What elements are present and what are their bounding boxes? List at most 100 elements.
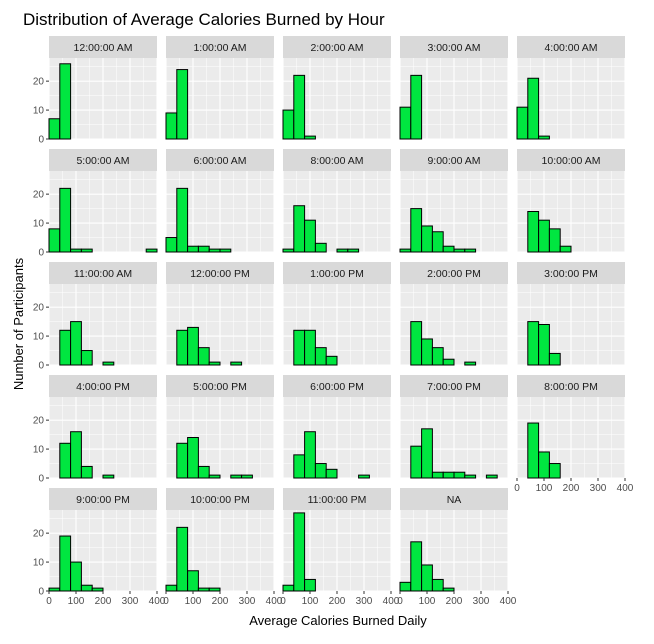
- histogram-bar: [102, 474, 115, 479]
- histogram-bar: [187, 245, 199, 253]
- x-tick-label: 200: [95, 596, 112, 607]
- histogram-bar: [399, 248, 412, 253]
- histogram-bar: [80, 248, 93, 253]
- histogram-bar: [230, 474, 243, 479]
- histogram-bar: [431, 231, 444, 253]
- histogram-bar: [431, 471, 444, 479]
- x-tick-label: 100: [302, 596, 319, 607]
- histogram-bar: [410, 74, 423, 140]
- histogram-bar: [314, 242, 327, 253]
- x-tick-label: 0: [46, 596, 52, 607]
- facet-12-00-00-am: 12:00:00 AM 0 10 20: [33, 36, 158, 146]
- y-tick-label: 10: [33, 558, 45, 569]
- histogram-bar: [304, 329, 316, 366]
- facet-1-00-00-am: 1:00:00 AM: [165, 36, 275, 140]
- facet-strip-label: 1:00:00 PM: [310, 268, 364, 280]
- y-tick-label: 0: [38, 474, 44, 485]
- facet-strip: [283, 149, 391, 171]
- facet-strip-label: NA: [447, 494, 462, 506]
- histogram-bar: [208, 587, 221, 592]
- chart-title: Distribution of Average Calories Burned …: [23, 10, 385, 29]
- facet-2-00-00-am: 2:00:00 AM: [282, 36, 392, 140]
- histogram-bar: [197, 465, 210, 479]
- histogram-bar: [70, 248, 82, 253]
- facet-3-00-00-am: 3:00:00 AM: [399, 36, 509, 140]
- histogram-bar: [527, 211, 540, 253]
- histogram-bar: [293, 512, 306, 592]
- histogram-bar: [538, 219, 550, 253]
- facet-strip: [49, 36, 157, 58]
- histogram-bar: [187, 570, 199, 592]
- histogram-bar: [197, 245, 210, 253]
- histogram-bar: [187, 326, 199, 366]
- facet-11-00-00-am: 11:00:00 AM 0 10 20: [33, 262, 158, 372]
- histogram-bar: [304, 135, 316, 140]
- histogram-bar: [165, 237, 178, 253]
- x-tick-label: 100: [536, 483, 553, 494]
- histogram-bar: [410, 321, 423, 366]
- facet-strip-label: 12:00:00 PM: [190, 268, 250, 280]
- histogram-bar: [442, 471, 455, 479]
- histogram-bar: [59, 535, 72, 592]
- y-tick-label: 20: [33, 77, 45, 88]
- histogram-bar: [347, 248, 360, 253]
- x-tick-label: 300: [473, 596, 490, 607]
- x-tick-label: 400: [383, 596, 400, 607]
- facet-strip-label: 9:00:00 AM: [427, 155, 480, 167]
- histogram-bar: [282, 584, 295, 592]
- histogram-bar: [421, 338, 433, 366]
- facet-strip-label: 3:00:00 AM: [427, 42, 480, 54]
- histogram-bar: [282, 248, 295, 253]
- facet-8-00-00-am: 8:00:00 AM: [282, 149, 392, 253]
- histogram-bar: [410, 208, 423, 253]
- facet-9-00-00-am: 9:00:00 AM: [399, 149, 509, 253]
- facet-1-00-00-pm: 1:00:00 PM: [282, 262, 392, 366]
- facet-strip-label: 10:00:00 PM: [190, 494, 250, 506]
- facet-strip: [49, 262, 157, 284]
- histogram-bar: [48, 228, 61, 253]
- facet-strip-label: 3:00:00 PM: [544, 268, 598, 280]
- facet-strip-label: 5:00:00 PM: [193, 381, 247, 393]
- histogram-bar: [548, 228, 561, 253]
- histogram-bar: [464, 361, 477, 366]
- x-tick-label: 200: [563, 483, 580, 494]
- facet-strip: [166, 149, 274, 171]
- histogram-bar: [442, 245, 455, 253]
- y-tick-label: 10: [33, 445, 45, 456]
- y-tick-label: 10: [33, 332, 45, 343]
- x-tick-label: 400: [500, 596, 517, 607]
- histogram-bar: [176, 526, 189, 592]
- facet-strip: [49, 149, 157, 171]
- histogram-bar: [176, 442, 189, 479]
- facet-8-00-00-pm: 8:00:00 PM 0 100 200 300 400: [514, 375, 634, 494]
- histogram-bar: [176, 329, 189, 366]
- facet-strip: [400, 375, 508, 397]
- facet-strip-label: 2:00:00 AM: [310, 42, 363, 54]
- facet-strip-label: 8:00:00 AM: [310, 155, 363, 167]
- histogram-bar: [538, 324, 550, 366]
- histogram-bar: [527, 77, 540, 140]
- y-tick-label: 0: [38, 248, 44, 259]
- histogram-bar: [59, 63, 72, 140]
- facet-strip: [517, 149, 625, 171]
- facet-10-00-00-am: 10:00:00 AM: [516, 149, 626, 253]
- facet-strip: [49, 375, 157, 397]
- histogram-bar: [293, 74, 306, 140]
- histogram-bar: [431, 578, 444, 592]
- histogram-bar: [399, 581, 412, 592]
- facet-7-00-00-pm: 7:00:00 PM: [399, 375, 509, 479]
- histogram-bar: [208, 248, 221, 253]
- facet-12-00-00-pm: 12:00:00 PM: [165, 262, 275, 366]
- facet-strip: [400, 488, 508, 510]
- y-tick-label: 20: [33, 190, 45, 201]
- facet-strip-label: 11:00:00 PM: [308, 494, 367, 506]
- histogram-bar: [325, 468, 338, 479]
- histogram-bar: [548, 352, 561, 366]
- histogram-bar: [421, 564, 433, 592]
- y-axis-title: Number of Participants: [11, 257, 26, 390]
- facet-strip: [283, 375, 391, 397]
- facet-4-00-00-am: 4:00:00 AM: [516, 36, 626, 140]
- histogram-bar: [293, 205, 306, 253]
- histogram-bar: [187, 437, 199, 479]
